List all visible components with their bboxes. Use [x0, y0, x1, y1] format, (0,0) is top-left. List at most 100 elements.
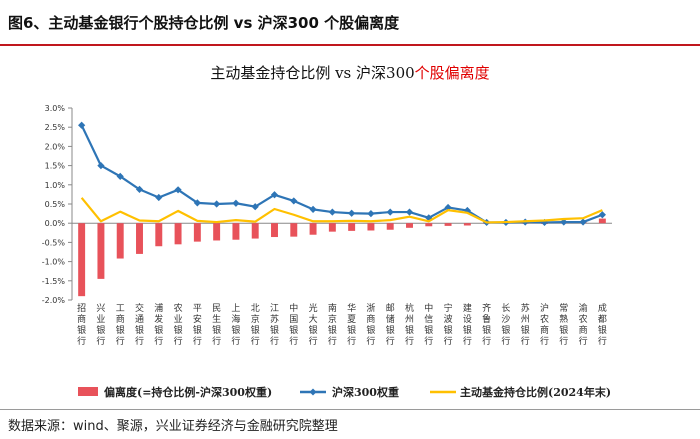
chart: 主动基金持仓比例 vs 沪深300个股偏离度 -2.0% -1.5% -1.0% -0…	[42, 64, 612, 399]
deviation-bar	[174, 223, 182, 245]
x-tick-label: 行	[270, 335, 279, 347]
x-tick-label: 银	[77, 324, 86, 336]
x-tick-label: 银	[193, 324, 202, 336]
series-line	[80, 124, 603, 224]
deviation-bar	[136, 223, 143, 254]
x-tick-label: 北	[251, 303, 260, 314]
x-tick-label: 银	[270, 324, 279, 336]
series-marker	[386, 208, 394, 216]
x-tick-label: 银	[289, 324, 298, 336]
x-tick-label: 行	[193, 335, 202, 347]
x-tick-label: 银	[366, 324, 375, 336]
x-tick-label: 中	[289, 302, 298, 314]
deviation-bar	[78, 223, 86, 297]
x-tick-label: 兴	[96, 303, 105, 314]
x-tick-label: 通	[135, 314, 144, 325]
x-tick-label: 商	[579, 324, 588, 336]
x-tick-label: 银	[174, 324, 183, 336]
series-marker	[560, 218, 568, 226]
x-tick-label: 农	[174, 302, 183, 314]
x-tick-label: 国	[289, 314, 298, 325]
x-tick-label: 行	[559, 335, 568, 347]
x-tick-label: 行	[174, 335, 183, 347]
x-tick-label: 宁	[444, 302, 453, 314]
x-tick-label: 常	[559, 302, 568, 314]
x-tick-label: 商	[540, 324, 549, 336]
x-tick-label: 银	[154, 324, 163, 336]
series-marker	[579, 218, 587, 226]
x-tick-label: 商	[77, 313, 86, 325]
x-tick-label: 苏	[270, 313, 279, 325]
x-tick-label: 交	[135, 302, 144, 314]
x-tick-label: 杭	[405, 302, 414, 314]
x-tick-label: 银	[386, 324, 395, 336]
y-tick-label: 2.5%	[45, 123, 66, 132]
series-marker	[251, 203, 259, 211]
deviation-bar	[251, 223, 259, 239]
x-tick-label: 银	[463, 324, 472, 336]
x-tick-label: 江	[270, 303, 279, 314]
x-tick-label: 行	[309, 335, 318, 347]
legend-label: 主动基金持仓比例(2024年末)	[460, 385, 611, 399]
series-marker	[328, 208, 336, 216]
series-marker	[463, 206, 471, 215]
x-tick-label: 京	[251, 313, 260, 325]
deviation-bar	[598, 218, 606, 224]
x-tick-label: 银	[521, 324, 530, 336]
x-tick-label: 业	[96, 314, 105, 325]
x-tick-label: 银	[501, 324, 510, 336]
x-tick-label: 设	[463, 314, 472, 325]
series-marker	[444, 203, 452, 212]
x-tick-label: 沙	[501, 314, 510, 325]
x-tick-label: 银	[347, 324, 356, 336]
x-tick-label: 银	[598, 324, 607, 336]
x-tick-label: 农	[579, 313, 588, 325]
chart-title: 主动基金持仓比例 vs 沪深300个股偏离度	[210, 64, 489, 82]
x-tick-label: 华	[347, 302, 356, 314]
x-tick-label: 行	[501, 335, 510, 347]
x-tick-label: 银	[96, 324, 105, 336]
series-marker	[116, 172, 124, 180]
x-tick-label: 农	[540, 313, 549, 325]
x-tick-label: 鲁	[482, 313, 491, 325]
x-tick-label: 行	[77, 335, 86, 347]
deviation-bar	[116, 223, 124, 259]
x-tick-label: 长	[501, 302, 510, 314]
y-tick-label: 2.0%	[45, 142, 66, 151]
x-tick-label: 行	[135, 335, 144, 347]
x-tick-label: 银	[559, 324, 568, 336]
x-tick-label: 信	[424, 313, 433, 325]
x-tick-label: 苏	[521, 302, 530, 314]
x-tick-label: 发	[154, 313, 163, 325]
x-tick-label: 浙	[366, 302, 375, 314]
y-tick-label: 3.0%	[45, 104, 66, 113]
deviation-bar	[367, 223, 375, 231]
y-tick-label: 0.0%	[45, 219, 66, 228]
x-tick-label: 行	[598, 335, 607, 347]
deviation-bar	[309, 223, 317, 235]
x-tick-label: 商	[366, 313, 375, 325]
x-tick-label: 行	[231, 335, 240, 347]
x-tick-label: 行	[289, 335, 298, 347]
x-tick-label: 行	[482, 335, 491, 347]
x-tick-label: 生	[212, 313, 221, 325]
series-marker	[174, 186, 182, 194]
figure-title: 图6、主动基金银行个股持仓比例 vs 沪深300 个股偏离度	[8, 14, 400, 32]
x-tick-label: 行	[579, 335, 588, 347]
x-tick-label: 中	[424, 302, 433, 314]
x-tick-label: 浦	[154, 302, 163, 314]
y-tick-label: -1.0%	[42, 258, 66, 267]
x-tick-label: 储	[386, 313, 395, 325]
x-tick-label: 银	[212, 324, 221, 336]
deviation-bar	[348, 223, 356, 231]
series-marker	[97, 162, 105, 170]
series-marker	[232, 199, 240, 207]
x-tick-label: 银	[135, 324, 144, 336]
x-tick-label: 建	[463, 302, 472, 314]
chart-title-part: 主动基金持仓比例 vs 沪深300	[210, 64, 414, 82]
deviation-bar	[444, 223, 452, 226]
y-tick-label: 1.0%	[45, 181, 66, 190]
x-tick-label: 银	[116, 324, 125, 336]
x-tick-label: 齐	[482, 302, 491, 314]
series-marker	[367, 210, 375, 218]
